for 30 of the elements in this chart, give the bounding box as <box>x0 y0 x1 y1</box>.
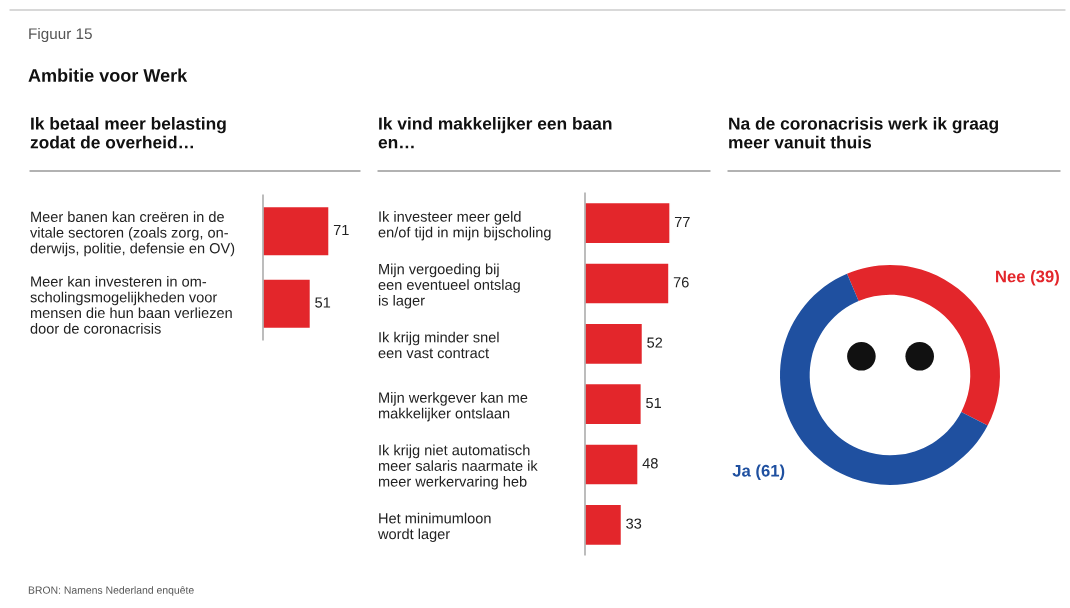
y-tick-label: Ik investeer meer geld en/of tijd in mijn bijscholing <box>378 211 551 241</box>
bar <box>585 503 623 547</box>
chart-title: Na de coronacrisis werk ik graag meer vanuit thuis <box>729 117 998 149</box>
data-label: 77 <box>674 216 690 227</box>
data-label: 51 <box>646 397 661 409</box>
bar <box>585 262 670 305</box>
data-label: 33 <box>626 518 642 529</box>
text: Figuur 15 <box>29 27 92 43</box>
chart-title: Ik betaal meer belasting zodat de overheid… <box>30 117 226 149</box>
y-tick-label: Ik krijg niet automatisch meer salaris naarmate ik meer werkervaring heb <box>378 444 538 490</box>
y-tick-label: Meer banen kan creëren in de vitale sectoren (zoals zorg, on- derwijs, politie, defensie en OV) <box>30 211 235 257</box>
text: BRON: Namens Nederland enquête <box>28 586 194 596</box>
y-tick-label: Mijn werkgever kan me makkelijker ontslaan <box>378 392 528 422</box>
data-label: 48 <box>642 458 658 469</box>
bar <box>585 201 671 245</box>
chart-title: Ik vind makkelijker een baan en… <box>378 117 612 149</box>
data-label: 51 <box>315 297 331 308</box>
bar <box>585 382 643 426</box>
slice-label: Ja (61) <box>732 464 785 480</box>
y-tick-label: Ik krijg minder snel een vast contract <box>378 331 499 359</box>
slice-label: Nee (39) <box>996 270 1059 286</box>
data-label: 76 <box>673 277 689 288</box>
data-label: 71 <box>333 224 349 236</box>
data-label: 52 <box>647 337 663 348</box>
y-tick-label: Het minimumloon wordt lager <box>377 512 491 543</box>
y-tick-label: Mijn vergoeding bij een eventueel ontslag is lager <box>378 263 520 309</box>
bar <box>585 443 639 486</box>
text: Ambitie voor Werk <box>28 68 188 82</box>
y-tick-label: Meer kan investeren in om- scholingsmogelijkheden voor mensen die hun baan verliezen door de coronacrisis <box>30 275 232 334</box>
bar <box>585 322 644 366</box>
